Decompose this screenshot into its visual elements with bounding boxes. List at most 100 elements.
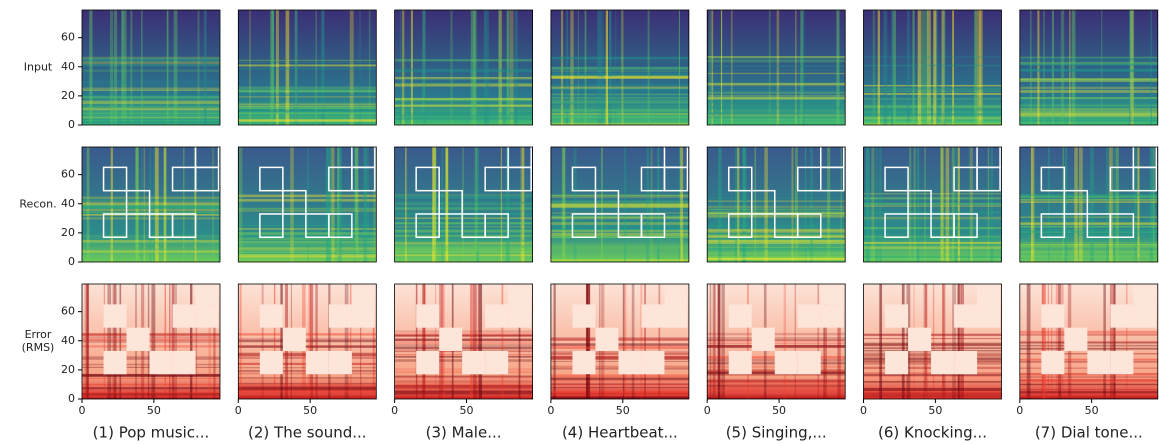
masked-region — [1110, 304, 1133, 327]
image-stripe — [395, 334, 533, 336]
image-stripe — [1020, 391, 1158, 393]
image-stripe — [707, 248, 845, 250]
masked-region — [729, 351, 752, 374]
image-stripe — [395, 375, 533, 376]
image-stripe — [873, 10, 875, 125]
image-base — [707, 147, 845, 262]
panel — [1020, 281, 1158, 400]
masked-region — [104, 351, 127, 374]
image-stripe — [332, 147, 334, 262]
image-stripe — [864, 205, 1002, 206]
panel-image — [707, 10, 845, 125]
x-tick-label: 50 — [303, 404, 317, 417]
image-stripe — [1106, 147, 1109, 262]
image-stripe — [866, 147, 870, 262]
image-stripe — [169, 284, 170, 399]
image-stripe — [707, 225, 845, 227]
image-stripe — [395, 69, 533, 72]
panel-image — [551, 281, 689, 401]
image-stripe — [707, 101, 845, 103]
image-stripe — [795, 147, 798, 262]
image-stripe — [238, 249, 376, 250]
x-tick-label: 50 — [928, 404, 942, 417]
image-stripe — [707, 256, 845, 258]
image-stripe — [238, 385, 376, 387]
image-stripe — [82, 251, 220, 252]
image-stripe — [707, 83, 845, 85]
image-stripe — [270, 10, 274, 125]
image-stripe — [1020, 231, 1158, 233]
image-stripe — [615, 10, 616, 125]
image-stripe — [82, 58, 220, 59]
image-stripe — [238, 333, 376, 335]
masked-region — [977, 304, 1000, 327]
image-stripe — [395, 83, 533, 85]
image-stripe — [1151, 10, 1152, 125]
image-stripe — [280, 284, 282, 399]
image-stripe — [621, 10, 622, 125]
image-stripe — [308, 284, 311, 399]
panel-image — [395, 281, 533, 400]
image-stripe — [585, 10, 587, 125]
image-stripe — [1020, 246, 1158, 248]
image-stripe — [551, 225, 689, 226]
image-stripe — [624, 284, 626, 399]
image-stripe — [551, 230, 689, 232]
masked-region — [572, 351, 595, 374]
image-stripe — [707, 70, 845, 71]
image-stripe — [82, 393, 220, 396]
masked-region — [196, 304, 219, 327]
image-stripe — [82, 117, 220, 118]
image-stripe — [648, 10, 650, 125]
image-stripe — [190, 284, 192, 399]
image-stripe — [307, 147, 308, 262]
y-tick-label: 40 — [61, 334, 75, 347]
y-tick-label: 60 — [61, 168, 75, 181]
image-stripe — [707, 247, 845, 248]
image-stripe — [238, 60, 376, 61]
masked-region — [485, 304, 508, 327]
image-stripe — [1020, 332, 1158, 333]
panel — [707, 281, 845, 399]
masked-region — [352, 281, 375, 304]
panel — [551, 10, 689, 126]
image-stripe — [416, 284, 418, 399]
image-stripe — [707, 339, 845, 341]
image-stripe — [1020, 384, 1158, 385]
image-stripe — [1020, 117, 1158, 119]
x-tick-label: 50 — [772, 404, 786, 417]
image-stripe — [82, 102, 220, 104]
image-stripe — [1020, 379, 1158, 381]
image-stripe — [1020, 57, 1158, 58]
image-stripe — [707, 380, 845, 383]
masked-region — [150, 351, 173, 374]
image-stripe — [1101, 10, 1102, 125]
image-stripe — [871, 147, 874, 262]
masked-region — [508, 281, 531, 304]
image-stripe — [1020, 389, 1158, 390]
image-stripe — [363, 147, 366, 262]
image-stripe — [238, 64, 376, 66]
x-tick-label: 0 — [547, 404, 554, 417]
image-stripe — [395, 344, 533, 345]
image-stripe — [864, 392, 1002, 393]
image-stripe — [1020, 100, 1158, 103]
image-stripe — [327, 147, 331, 262]
panel-image — [395, 10, 533, 125]
image-stripe — [864, 343, 1002, 346]
image-stripe — [238, 96, 376, 98]
image-stripe — [165, 284, 167, 399]
image-stripe — [1065, 147, 1067, 262]
image-stripe — [864, 246, 1002, 249]
masked-region — [618, 351, 641, 374]
image-stripe — [707, 390, 845, 391]
image-stripe — [238, 377, 376, 378]
image-stripe — [551, 109, 689, 111]
image-stripe — [274, 284, 275, 399]
image-stripe — [238, 61, 376, 63]
masked-region — [329, 351, 352, 374]
image-stripe — [238, 87, 376, 90]
masked-region — [752, 328, 775, 351]
image-stripe — [172, 284, 175, 399]
image-stripe — [82, 378, 220, 379]
